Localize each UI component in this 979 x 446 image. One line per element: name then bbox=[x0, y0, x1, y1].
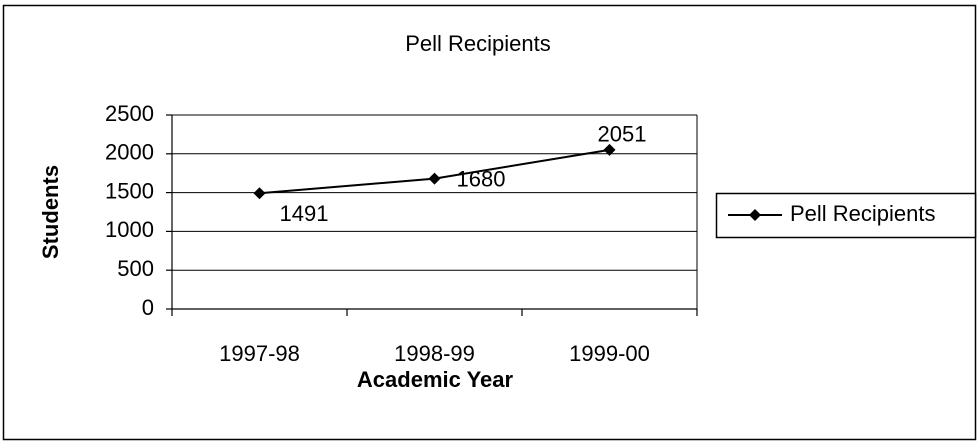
y-tick-label: 1500 bbox=[105, 178, 154, 203]
legend-label: Pell Recipients bbox=[790, 201, 936, 226]
y-tick-label: 2000 bbox=[105, 140, 154, 165]
y-axis-label: Students bbox=[38, 165, 63, 259]
data-label: 2051 bbox=[598, 122, 647, 147]
data-label: 1680 bbox=[457, 166, 506, 191]
x-tick-label: 1997-98 bbox=[219, 341, 300, 366]
y-tick-label: 0 bbox=[142, 295, 154, 320]
y-tick-label: 1000 bbox=[105, 217, 154, 242]
chart-title: Pell Recipients bbox=[405, 31, 551, 56]
y-tick-label: 2500 bbox=[105, 101, 154, 126]
data-label: 1491 bbox=[280, 201, 329, 226]
x-tick-label: 1998-99 bbox=[394, 341, 475, 366]
data-point bbox=[253, 187, 266, 200]
legend-marker bbox=[749, 209, 761, 221]
data-point bbox=[428, 172, 441, 185]
data-point bbox=[603, 143, 616, 156]
x-axis-label: Academic Year bbox=[357, 367, 514, 392]
x-tick-label: 1999-00 bbox=[569, 341, 650, 366]
y-tick-label: 500 bbox=[117, 256, 154, 281]
